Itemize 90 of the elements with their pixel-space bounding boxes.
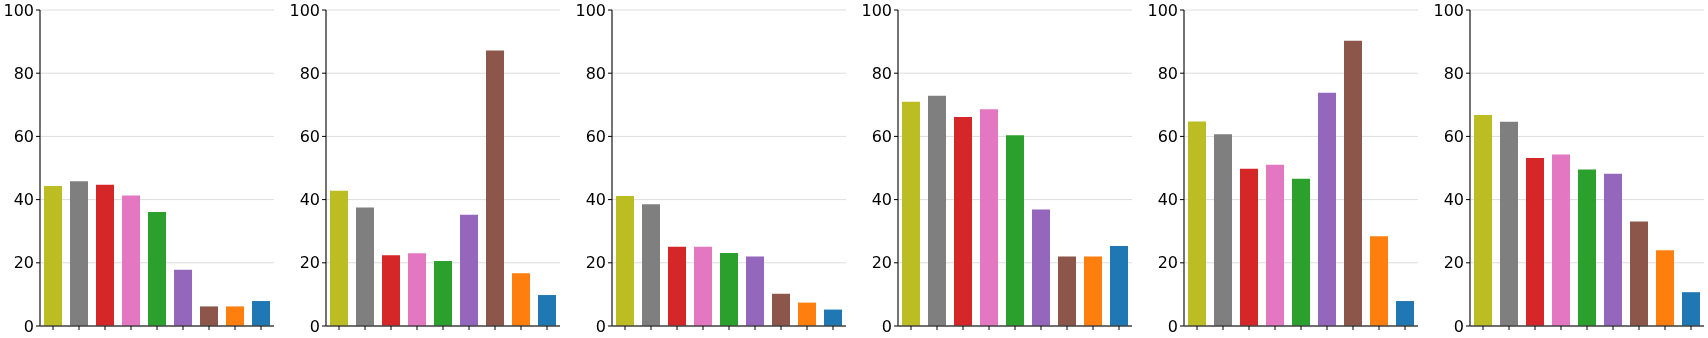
bar	[96, 184, 114, 326]
y-tick-label: 80	[13, 63, 34, 83]
y-tick-label: 60	[585, 127, 606, 147]
bar	[122, 195, 140, 326]
y-tick-label: 80	[1157, 63, 1178, 83]
bar	[902, 101, 920, 326]
bar	[798, 302, 816, 326]
y-tick-label: 20	[585, 253, 606, 273]
bar	[954, 117, 972, 326]
y-tick-label: 0	[595, 316, 606, 336]
bar	[1630, 221, 1648, 326]
y-tick-label: 40	[585, 190, 606, 210]
y-tick-label: 20	[871, 253, 892, 273]
y-tick-label: 60	[13, 127, 34, 147]
bar	[668, 246, 686, 326]
bar	[1058, 256, 1076, 326]
y-tick-label: 40	[299, 190, 320, 210]
y-tick-label: 20	[13, 253, 34, 273]
bar	[824, 309, 842, 326]
y-tick-label: 0	[309, 316, 320, 336]
y-tick-label: 0	[1167, 316, 1178, 336]
bar	[1240, 168, 1258, 326]
bar	[356, 207, 374, 326]
bar	[174, 269, 192, 326]
bar	[1110, 246, 1128, 326]
y-tick-label: 80	[871, 63, 892, 83]
y-tick-label: 60	[1443, 127, 1464, 147]
y-tick-label: 100	[3, 0, 34, 20]
bar	[1188, 121, 1206, 326]
bar	[538, 295, 556, 326]
y-tick-label: 100	[1147, 0, 1178, 20]
y-tick-label: 100	[1433, 0, 1464, 20]
y-tick-label: 60	[1157, 127, 1178, 147]
bar	[148, 211, 166, 326]
bar	[1214, 134, 1232, 326]
bar	[226, 306, 244, 326]
bar	[1682, 292, 1700, 326]
bar	[330, 190, 348, 326]
bar	[928, 95, 946, 326]
y-tick-label: 100	[289, 0, 320, 20]
y-tick-label: 0	[1453, 316, 1464, 336]
bar	[1032, 209, 1050, 326]
bar	[382, 255, 400, 326]
bar	[1318, 92, 1336, 326]
bar	[1006, 135, 1024, 326]
bar	[1084, 256, 1102, 326]
y-tick-label: 40	[13, 190, 34, 210]
bar	[1396, 301, 1414, 326]
bar	[1500, 121, 1518, 326]
bar	[694, 246, 712, 326]
bar	[1292, 178, 1310, 326]
bar	[746, 256, 764, 326]
bar	[1578, 169, 1596, 326]
bar	[44, 186, 62, 326]
bar	[460, 214, 478, 326]
bar	[642, 204, 660, 326]
bar	[1656, 250, 1674, 326]
y-tick-label: 0	[23, 316, 34, 336]
y-tick-label: 60	[871, 127, 892, 147]
bar	[486, 50, 504, 326]
y-tick-label: 20	[1443, 253, 1464, 273]
bar	[720, 253, 738, 326]
bar	[1344, 40, 1362, 326]
bar	[1474, 114, 1492, 326]
y-tick-label: 100	[575, 0, 606, 20]
bar	[616, 196, 634, 326]
y-tick-label: 20	[299, 253, 320, 273]
bar	[200, 306, 218, 326]
bar	[70, 181, 88, 326]
bar	[252, 301, 270, 326]
y-tick-label: 0	[881, 316, 892, 336]
y-tick-label: 80	[585, 63, 606, 83]
bar	[772, 293, 790, 326]
bar	[1370, 236, 1388, 326]
y-tick-label: 80	[1443, 63, 1464, 83]
y-tick-label: 60	[299, 127, 320, 147]
bar	[408, 253, 426, 326]
bar	[1604, 173, 1622, 326]
y-tick-label: 20	[1157, 253, 1178, 273]
y-tick-label: 40	[1157, 190, 1178, 210]
bar	[1526, 157, 1544, 326]
y-tick-label: 80	[299, 63, 320, 83]
bar	[1266, 164, 1284, 326]
bar	[1552, 154, 1570, 326]
y-tick-label: 100	[861, 0, 892, 20]
bar	[434, 260, 452, 326]
bar	[980, 109, 998, 326]
y-tick-label: 40	[871, 190, 892, 210]
bar	[512, 273, 530, 326]
y-tick-label: 40	[1443, 190, 1464, 210]
